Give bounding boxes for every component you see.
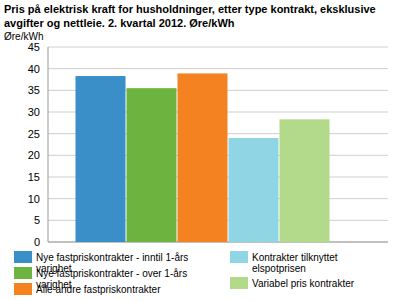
legend-swatch <box>14 283 32 295</box>
y-tick-label: 40 <box>28 63 40 75</box>
legend-swatch <box>230 277 248 289</box>
y-tick-label: 20 <box>28 149 40 161</box>
grid-line <box>48 47 388 48</box>
y-tick-label: 45 <box>28 41 40 53</box>
legend-swatch <box>230 251 248 263</box>
y-tick-label: 35 <box>28 84 40 96</box>
legend-label: Kontrakter tilknyttet elspotprisen <box>252 252 390 274</box>
grid-line <box>48 68 388 69</box>
bar <box>280 119 330 242</box>
y-tick-label: 15 <box>28 171 40 183</box>
y-axis <box>48 47 49 242</box>
legend-swatch <box>14 251 32 263</box>
y-tick-label: 5 <box>34 214 40 226</box>
y-tick-label: 30 <box>28 106 40 118</box>
title: Pris på elektrisk kraft for husholdninge… <box>4 2 396 30</box>
y-tick-label: 25 <box>28 128 40 140</box>
bars <box>76 73 330 242</box>
y-tick-label: 10 <box>28 193 40 205</box>
legend-label: Variabel pris kontrakter <box>252 278 390 289</box>
bar <box>229 138 279 242</box>
bar <box>76 76 126 242</box>
bar <box>127 88 177 242</box>
legend-label: Alle andre fastpriskontrakter <box>36 284 214 295</box>
y-tick-label: 0 <box>34 236 40 248</box>
bar <box>178 73 228 242</box>
legend-swatch <box>14 267 32 279</box>
